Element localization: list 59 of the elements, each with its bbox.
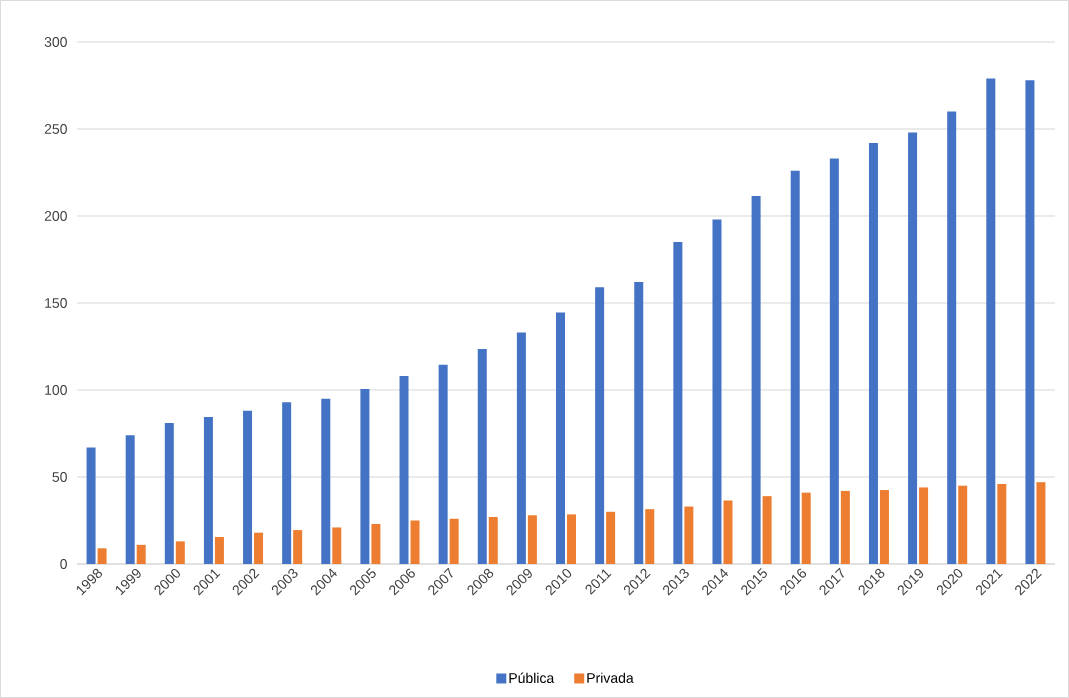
bar (684, 506, 694, 564)
bar (321, 398, 331, 564)
bar (762, 496, 772, 564)
bar (332, 527, 342, 564)
bar (254, 532, 264, 564)
legend-label: Pública (509, 672, 555, 684)
bar (556, 312, 565, 564)
bar (175, 541, 185, 564)
bar (751, 195, 761, 564)
bar (527, 515, 537, 564)
bar (829, 158, 839, 564)
bar (606, 511, 616, 564)
bar (712, 219, 722, 564)
y-tick-label: 50 (52, 472, 67, 482)
bar (293, 530, 303, 564)
bar (567, 514, 576, 564)
bar (136, 544, 146, 564)
bar (164, 423, 174, 564)
bar (790, 170, 800, 564)
bar (477, 349, 487, 564)
bar (86, 447, 96, 564)
bar (214, 537, 224, 564)
bar (634, 282, 644, 564)
legend-label: Privada (587, 672, 634, 683)
bar (801, 492, 811, 564)
bar (516, 332, 526, 564)
bar (243, 410, 253, 564)
bar (360, 389, 370, 564)
bar (947, 111, 957, 564)
bar (282, 402, 292, 564)
bar (919, 487, 929, 564)
bar (371, 523, 381, 564)
y-tick-label: 250 (44, 124, 67, 134)
y-tick-label: 300 (44, 37, 67, 47)
bar (1025, 80, 1035, 564)
bar (723, 500, 733, 564)
bar (673, 242, 683, 564)
y-tick-label: 150 (45, 298, 67, 308)
bar (449, 518, 459, 564)
y-tick-label: 100 (45, 385, 67, 395)
y-tick-label: 0 (60, 559, 67, 569)
bar (958, 485, 968, 564)
bar (97, 548, 107, 564)
bar (868, 142, 878, 564)
bar (488, 517, 498, 564)
bar (986, 78, 996, 564)
bar (410, 520, 420, 564)
bar (1036, 482, 1046, 564)
bar (399, 376, 409, 564)
bar (438, 364, 448, 564)
bar (645, 509, 655, 564)
bar (203, 416, 213, 564)
bar (840, 490, 850, 564)
bar (997, 483, 1007, 564)
bar (125, 435, 135, 564)
bar (879, 490, 889, 564)
bar (595, 287, 605, 564)
bar (908, 132, 918, 564)
y-tick-label: 200 (44, 211, 67, 221)
